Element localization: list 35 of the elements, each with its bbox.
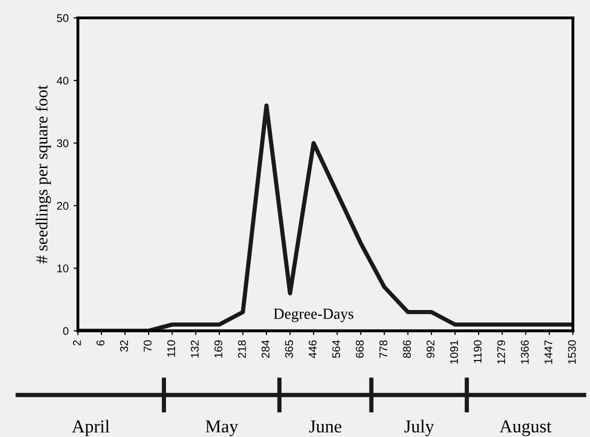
y-tick-label: 10	[57, 264, 68, 272]
x-tick-label: 1366	[520, 340, 529, 364]
y-tick-label: 50	[56, 14, 68, 22]
x-tick-label: 1447	[544, 340, 552, 364]
x-tick-label: 70	[144, 340, 152, 352]
text: April	[72, 420, 110, 436]
x-tick-label: 110	[167, 340, 176, 357]
x-tick-label: 169	[214, 340, 222, 358]
x-tick-label: 132	[190, 340, 199, 358]
x-tick-label: 886	[403, 340, 411, 358]
text: August	[500, 420, 552, 436]
x-tick-label: 1279	[497, 340, 506, 364]
x-tick-label: 365	[285, 340, 294, 358]
text: June	[309, 420, 342, 433]
x-tick-label: 778	[379, 340, 388, 358]
x-tick-label: 564	[332, 340, 340, 358]
x-tick-label: 992	[426, 340, 434, 358]
x-tick-label: 2	[72, 340, 81, 346]
y-tick-label: 30	[56, 139, 68, 148]
x-tick-label: 218	[238, 340, 246, 358]
text: July	[404, 420, 434, 436]
x-tick-label: 6	[96, 340, 104, 346]
y-tick-label: 40	[56, 76, 68, 85]
x-tick-label: 1530	[568, 340, 576, 364]
text: May	[206, 420, 238, 436]
y-axis-title: # seedlings per square foot	[36, 85, 51, 264]
x-tick-label: 1190	[474, 340, 482, 363]
x-tick-label: 284	[262, 340, 270, 358]
x-axis-title: Degree-Days	[274, 308, 354, 322]
y-tick-label: 0	[63, 327, 68, 335]
x-tick-label: 1091	[450, 340, 458, 364]
y-tick-label: 20	[57, 202, 68, 210]
x-tick-label: 32	[120, 340, 128, 352]
x-tick-label: 668	[356, 340, 364, 358]
x-tick-label: 446	[308, 340, 317, 358]
